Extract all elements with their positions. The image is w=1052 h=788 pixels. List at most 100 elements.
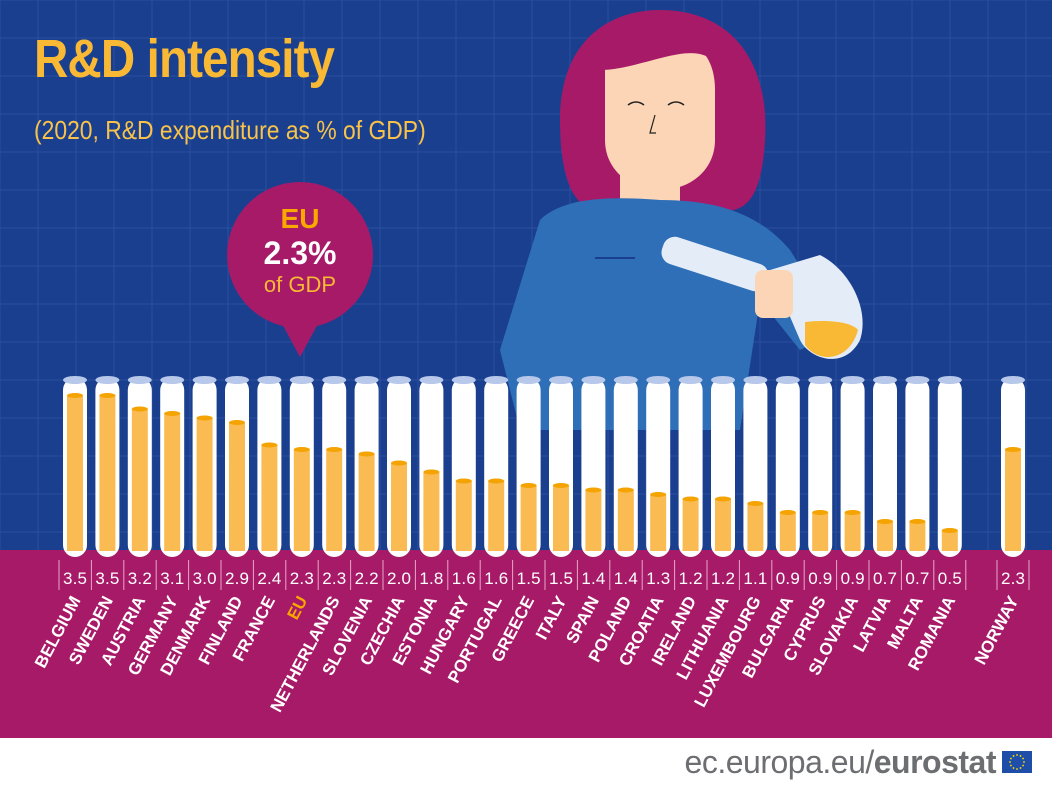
- value-label: 0.5: [938, 569, 962, 588]
- value-label: 2.3: [1001, 569, 1025, 588]
- value-label: 1.2: [679, 569, 703, 588]
- bar-top: [488, 478, 505, 484]
- bar-top: [261, 442, 278, 448]
- tube-rim: [257, 376, 282, 384]
- bar-top: [617, 487, 634, 493]
- bar: [909, 521, 926, 551]
- value-label: 1.1: [743, 569, 767, 588]
- bar-top: [196, 415, 213, 421]
- bar-top: [747, 501, 764, 506]
- bar: [67, 395, 83, 551]
- tube-rim: [63, 376, 87, 384]
- bar: [131, 409, 148, 551]
- tube-rim: [289, 376, 314, 384]
- bar: [488, 481, 505, 551]
- footer-site: ec.europa.eu/: [684, 744, 875, 780]
- tube-rim: [160, 376, 185, 384]
- footer: ec.europa.eu/eurostat: [0, 738, 1052, 788]
- tube: [905, 378, 930, 557]
- eu-flag-icon: [1002, 751, 1032, 773]
- callout-label: EU: [281, 203, 320, 234]
- eu-callout-bubble: EU 2.3% of GDP: [227, 182, 373, 357]
- bar-top: [423, 469, 440, 475]
- bar-top: [164, 411, 181, 416]
- tube-rim: [711, 376, 735, 384]
- tube-rim: [905, 376, 930, 384]
- bar: [779, 512, 796, 551]
- tube-rim: [322, 376, 347, 384]
- value-label: 2.3: [322, 569, 346, 588]
- value-label: 0.9: [808, 569, 832, 588]
- value-label: 0.9: [776, 569, 800, 588]
- bar: [650, 494, 667, 551]
- value-label: 2.3: [290, 569, 314, 588]
- tube-rim: [1001, 376, 1025, 384]
- value-label: 3.5: [63, 569, 87, 588]
- bar-top: [391, 460, 407, 466]
- value-label: 3.2: [128, 569, 152, 588]
- page-subtitle: (2020, R&D expenditure as % of GDP): [34, 115, 426, 145]
- bar: [455, 481, 472, 551]
- value-label: 1.8: [419, 569, 443, 588]
- label-band: [0, 550, 1052, 740]
- bar: [844, 512, 861, 551]
- tube-rim: [484, 376, 509, 384]
- bar-top: [877, 519, 893, 524]
- value-label: 0.9: [841, 569, 865, 588]
- value-label: 1.4: [614, 569, 638, 588]
- bar: [715, 499, 731, 551]
- value-label: 1.6: [452, 569, 476, 588]
- bar: [617, 490, 634, 551]
- footer-brand: eurostat: [873, 744, 997, 780]
- bar: [423, 472, 440, 551]
- value-label: 0.7: [905, 569, 929, 588]
- tube-rim: [192, 376, 217, 384]
- tube: [873, 378, 897, 557]
- tube-rim: [516, 376, 541, 384]
- tube-rim: [775, 376, 800, 384]
- bar: [941, 530, 958, 551]
- value-label: 2.9: [225, 569, 249, 588]
- value-label: 1.4: [581, 569, 605, 588]
- bar-top: [941, 528, 958, 533]
- bar-top: [1005, 447, 1021, 452]
- bar-top: [909, 519, 926, 524]
- value-label: 3.0: [193, 569, 217, 588]
- tube: [937, 378, 962, 557]
- tube-rim: [95, 376, 120, 384]
- bar: [520, 485, 537, 551]
- bar-top: [844, 510, 861, 515]
- value-label: 3.5: [95, 569, 119, 588]
- bar: [229, 422, 245, 551]
- value-label: 0.7: [873, 569, 897, 588]
- bar: [391, 463, 407, 551]
- bar: [326, 449, 343, 551]
- value-label: 2.2: [355, 569, 379, 588]
- tube-rim: [225, 376, 249, 384]
- bar: [293, 449, 310, 551]
- bar: [747, 503, 764, 551]
- value-label: 3.1: [160, 569, 184, 588]
- bar-top: [293, 447, 310, 452]
- bar-top: [553, 483, 569, 488]
- bar-top: [67, 393, 83, 398]
- footer-link[interactable]: ec.europa.eu/eurostat: [684, 744, 997, 781]
- bar: [585, 490, 602, 551]
- bar-top: [650, 492, 667, 497]
- tube-rim: [613, 376, 638, 384]
- value-label: 2.0: [387, 569, 411, 588]
- value-label: 1.5: [549, 569, 573, 588]
- bar: [358, 454, 375, 551]
- callout-value: 2.3%: [264, 235, 337, 271]
- bar: [164, 413, 181, 551]
- bar: [196, 418, 213, 551]
- bar-top: [99, 393, 116, 398]
- value-label: 2.4: [257, 569, 281, 588]
- tube-rim: [549, 376, 573, 384]
- bar-top: [520, 483, 537, 488]
- tube-rim: [937, 376, 962, 384]
- scientist-illustration: [500, 10, 863, 430]
- callout-unit: of GDP: [264, 272, 336, 297]
